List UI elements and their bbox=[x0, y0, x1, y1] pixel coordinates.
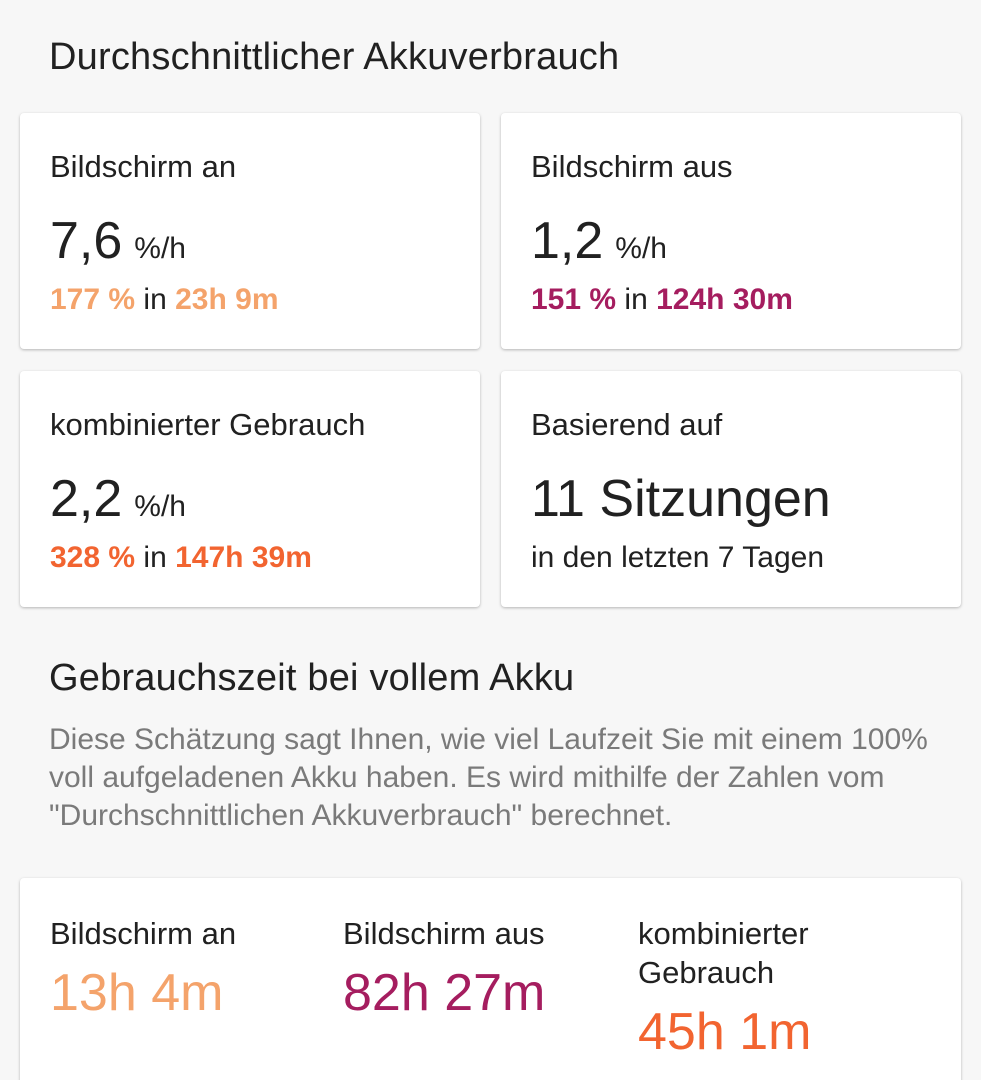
full-charge-card: Bildschirm an 13h 4m Bildschirm aus 82h … bbox=[20, 878, 961, 1080]
screen-on-in-word: in bbox=[143, 283, 167, 316]
combined-rate-unit: %/h bbox=[134, 490, 186, 523]
combined-duration: 147h 39m bbox=[175, 541, 312, 574]
combined-in-word: in bbox=[143, 541, 167, 574]
combined-usage-card: kombinierter Gebrauch 2,2 %/h 328 % in 14… bbox=[20, 371, 480, 607]
screen-on-label: Bildschirm an bbox=[50, 149, 237, 184]
screen-on-detail: 177 % in 23h 9m bbox=[50, 283, 279, 317]
screen-on-duration: 23h 9m bbox=[175, 283, 279, 316]
screen-off-detail: 151 % in 124h 30m bbox=[531, 283, 793, 317]
screen-on-rate-unit: %/h bbox=[134, 232, 186, 265]
combined-rate-value: 2,2 bbox=[50, 470, 123, 528]
full-screen-off-value: 82h 27m bbox=[343, 964, 546, 1022]
screen-off-duration: 124h 30m bbox=[656, 283, 793, 316]
full-combined-label: kombinierter Gebrauch bbox=[638, 916, 809, 990]
combined-detail: 328 % in 147h 39m bbox=[50, 541, 312, 575]
screen-off-usage-card: Bildschirm aus 1,2 %/h 151 % in 124h 30m bbox=[501, 113, 961, 349]
screen-on-rate-value: 7,6 bbox=[50, 212, 123, 270]
screen-on-usage-card: Bildschirm an 7,6 %/h 177 % in 23h 9m bbox=[20, 113, 480, 349]
screen-off-label: Bildschirm aus bbox=[531, 149, 733, 184]
screen-off-percent: 151 % bbox=[531, 283, 617, 316]
full-screen-off-label: Bildschirm aus bbox=[343, 916, 545, 951]
sessions-card: Basierend auf 11 Sitzungen in den letzte… bbox=[501, 371, 961, 607]
screen-off-rate: 1,2 %/h bbox=[531, 211, 667, 271]
combined-percent: 328 % bbox=[50, 541, 136, 574]
screen-on-rate: 7,6 %/h bbox=[50, 211, 186, 271]
full-charge-title: Gebrauchszeit bei vollem Akku bbox=[49, 657, 575, 699]
screen-on-percent: 177 % bbox=[50, 283, 136, 316]
full-screen-on-column: Bildschirm an 13h 4m bbox=[50, 914, 310, 1023]
full-screen-on-value: 13h 4m bbox=[50, 964, 224, 1022]
screen-off-rate-unit: %/h bbox=[615, 232, 667, 265]
full-charge-description: Diese Schätzung sagt Ihnen, wie viel Lau… bbox=[49, 723, 928, 832]
sessions-period: in den letzten 7 Tagen bbox=[531, 541, 825, 574]
sessions-count: 11 Sitzungen bbox=[531, 470, 831, 528]
combined-rate: 2,2 %/h bbox=[50, 469, 186, 529]
full-combined-column: kombinierter Gebrauch 45h 1m bbox=[638, 914, 938, 1062]
based-on-label: Basierend auf bbox=[531, 407, 723, 442]
combined-label: kombinierter Gebrauch bbox=[50, 407, 366, 442]
screen-off-rate-value: 1,2 bbox=[531, 212, 604, 270]
full-screen-on-label: Bildschirm an bbox=[50, 916, 237, 951]
screen-off-in-word: in bbox=[624, 283, 648, 316]
full-screen-off-column: Bildschirm aus 82h 27m bbox=[343, 914, 603, 1023]
average-usage-title: Durchschnittlicher Akkuverbrauch bbox=[49, 36, 620, 78]
full-combined-value: 45h 1m bbox=[638, 1003, 812, 1061]
